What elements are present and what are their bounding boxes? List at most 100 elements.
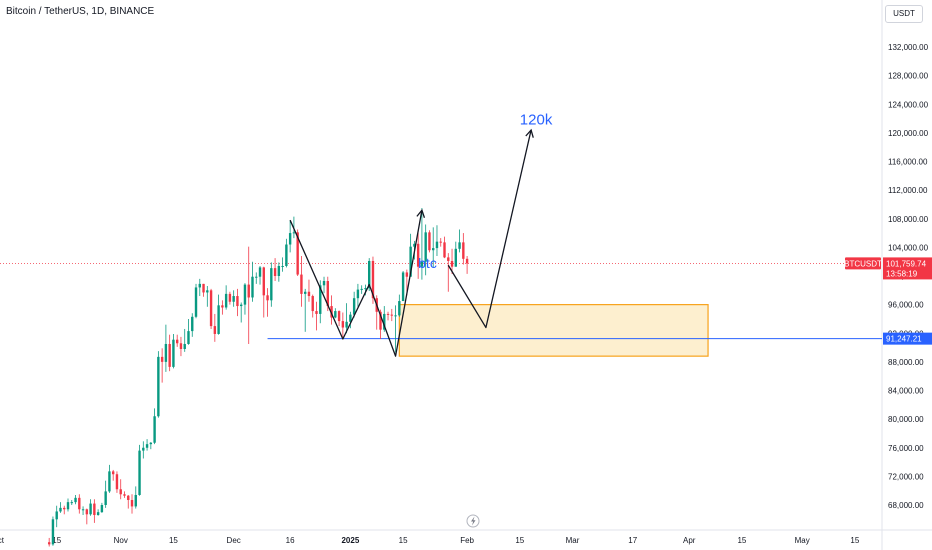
candle <box>251 261 254 302</box>
candle-body <box>337 311 341 322</box>
candle <box>228 291 232 305</box>
candle-body <box>371 260 375 299</box>
candle <box>356 283 360 307</box>
y-tick-label: 104,000.00 <box>888 243 929 252</box>
x-tick-label: Mar <box>566 536 580 545</box>
candle-body <box>202 283 205 293</box>
candle-body <box>319 285 322 314</box>
candle <box>311 294 314 318</box>
candle <box>443 236 446 259</box>
x-tick-label: 15 <box>399 536 408 545</box>
candle-body <box>115 474 119 490</box>
y-tick-label: 88,000.00 <box>888 358 924 367</box>
candle-body <box>213 326 217 334</box>
candle-body <box>93 503 96 516</box>
candle <box>273 258 277 282</box>
candle-body <box>315 311 318 314</box>
candle-body <box>209 290 213 327</box>
candle <box>277 262 281 282</box>
candle-body <box>439 241 442 243</box>
candle <box>179 336 183 357</box>
candle-body <box>270 268 273 301</box>
candle-body <box>123 494 126 496</box>
candle-body <box>368 260 371 289</box>
candle-body <box>273 268 277 276</box>
candle-body <box>458 242 461 249</box>
candle <box>187 318 190 345</box>
candle <box>78 494 81 514</box>
candle <box>236 288 239 317</box>
candle <box>51 516 55 546</box>
forecast-path-line[interactable] <box>447 129 532 329</box>
candle <box>462 233 465 265</box>
candle <box>288 220 292 253</box>
candle-body <box>304 291 307 294</box>
candle <box>123 491 126 498</box>
candle-body <box>149 442 153 445</box>
annotation-btc[interactable]: btc <box>418 255 437 271</box>
candle-body <box>130 499 134 507</box>
candle-body <box>462 242 465 259</box>
candle-body <box>206 290 209 293</box>
candle-body <box>236 296 239 307</box>
candle <box>447 253 450 292</box>
candle-body <box>443 242 446 258</box>
candle-body <box>398 301 401 316</box>
candle <box>111 469 115 481</box>
candle <box>439 238 442 247</box>
y-tick-label: 128,000.00 <box>888 72 929 81</box>
y-tick-label: 116,000.00 <box>888 158 928 167</box>
candle <box>386 311 390 321</box>
x-tick-label: 15 <box>737 536 746 545</box>
candle <box>224 285 228 310</box>
annotation-120k[interactable]: 120k <box>520 111 553 128</box>
candle <box>168 334 171 372</box>
candle <box>352 291 356 318</box>
candle <box>183 328 186 352</box>
last-price-tag-bg <box>883 257 932 280</box>
y-tick-label: 120,000.00 <box>888 129 929 138</box>
candle-body <box>266 295 269 301</box>
candle-body <box>428 232 431 251</box>
demand-zone-rect[interactable] <box>398 304 709 357</box>
x-tick-label: 15 <box>850 536 859 545</box>
candle-body <box>296 232 299 275</box>
candle-body <box>360 288 363 290</box>
flash-icon[interactable] <box>466 514 480 528</box>
currency-button[interactable]: USDT <box>885 5 923 23</box>
candle <box>304 288 307 332</box>
candle-body <box>349 314 352 322</box>
candle <box>341 312 345 337</box>
candle <box>130 494 134 514</box>
candle <box>74 494 77 505</box>
candle-body <box>432 248 435 251</box>
candle <box>394 305 397 353</box>
candle-body <box>138 450 141 495</box>
candle-body <box>465 258 469 264</box>
candle-body <box>262 267 265 296</box>
candle <box>172 333 175 369</box>
candle <box>55 505 58 528</box>
y-tick-label: 124,000.00 <box>888 100 929 109</box>
candle <box>85 508 89 525</box>
candle-body <box>300 274 303 294</box>
pattern-path-line[interactable] <box>289 210 423 357</box>
candle <box>153 408 156 445</box>
candle <box>416 230 420 279</box>
candle <box>145 439 149 451</box>
symbol-tag-label: BTCUSDT <box>844 259 882 268</box>
candle <box>213 313 217 342</box>
candle-body <box>183 343 186 349</box>
candle <box>349 311 352 329</box>
candle-body <box>386 313 390 315</box>
candle-body <box>447 257 450 261</box>
candle-body <box>191 316 194 332</box>
candle <box>119 479 122 500</box>
candle <box>59 502 62 513</box>
candle <box>96 509 100 516</box>
candle <box>232 290 235 307</box>
candle-body <box>251 276 254 298</box>
candle <box>424 224 427 276</box>
candle <box>127 494 130 509</box>
